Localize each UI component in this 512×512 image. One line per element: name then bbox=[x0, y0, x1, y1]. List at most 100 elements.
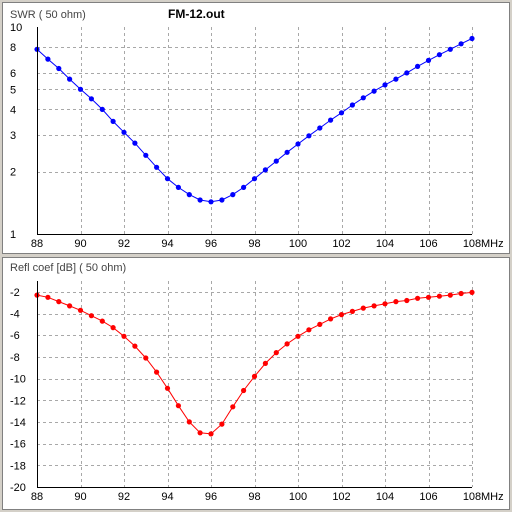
swr-axis-line bbox=[37, 27, 472, 235]
refl-data-point bbox=[360, 305, 366, 311]
swr-data-point bbox=[164, 176, 171, 182]
swr-x-tick-label: 106 bbox=[419, 238, 437, 250]
swr-x-unit-label: MHz bbox=[481, 238, 504, 250]
swr-x-tick-label: 96 bbox=[205, 238, 217, 250]
refl-data-point bbox=[110, 325, 116, 331]
refl-data-point bbox=[273, 350, 279, 356]
refl-axis-line bbox=[37, 281, 472, 488]
swr-data-point bbox=[154, 164, 160, 170]
refl-data-point bbox=[317, 321, 323, 327]
refl-data-point bbox=[447, 292, 453, 298]
swr-data-point bbox=[121, 129, 127, 135]
swr-data-point bbox=[306, 133, 312, 139]
refl-data-point bbox=[251, 373, 258, 379]
swr-data-point bbox=[241, 184, 247, 190]
refl-data-point bbox=[469, 289, 475, 295]
refl-data-point bbox=[458, 290, 464, 297]
refl-data-point bbox=[45, 294, 51, 300]
swr-x-tick-label: 90 bbox=[74, 238, 86, 250]
refl-chart-panel: Refl coef [dB] ( 50 ohm) 88 90 92 94 96 98 100… bbox=[2, 257, 510, 510]
swr-chart-panel: SWR ( 50 ohm) FM-12.out 88 90 92 94 96 98 100 1… bbox=[2, 2, 510, 254]
refl-data-point bbox=[67, 303, 73, 309]
swr-data-point bbox=[77, 86, 84, 92]
swr-data-point bbox=[349, 102, 355, 108]
swr-data-point bbox=[99, 106, 105, 112]
refl-data-point bbox=[132, 343, 138, 349]
refl-data-point bbox=[175, 403, 181, 409]
refl-x-tick-label: 106 bbox=[419, 491, 437, 503]
refl-y-tick-label: -10 bbox=[10, 374, 26, 386]
swr-data-point bbox=[371, 88, 377, 94]
swr-y-tick-label: 6 bbox=[10, 68, 16, 80]
refl-x-tick-label: 88 bbox=[31, 491, 43, 503]
refl-data-point bbox=[197, 430, 203, 436]
refl-data-point bbox=[349, 308, 355, 314]
swr-data-point bbox=[469, 35, 475, 42]
swr-data-point bbox=[458, 41, 464, 47]
refl-grid bbox=[37, 281, 473, 487]
swr-data-point bbox=[219, 197, 225, 203]
refl-data-point bbox=[425, 294, 432, 300]
swr-data-point bbox=[393, 76, 399, 82]
refl-data-point bbox=[99, 318, 105, 324]
swr-data-point bbox=[88, 96, 94, 102]
swr-y-tick-label: 1 bbox=[10, 229, 16, 241]
refl-data-point bbox=[404, 297, 410, 304]
refl-y-tick-label: -18 bbox=[10, 460, 26, 472]
swr-axes bbox=[37, 27, 472, 235]
refl-x-tick-label: 96 bbox=[205, 491, 217, 503]
refl-y-tick-label: -6 bbox=[10, 330, 20, 342]
refl-chart-title: Refl coef [dB] ( 50 ohm) bbox=[10, 262, 126, 274]
swr-y-tick-label: 5 bbox=[10, 84, 16, 96]
swr-x-tick-label: 102 bbox=[332, 238, 350, 250]
swr-data-point bbox=[273, 158, 279, 164]
swr-data-point bbox=[415, 63, 421, 69]
refl-y-tick-label: -20 bbox=[10, 482, 26, 494]
swr-data-point bbox=[425, 57, 432, 64]
swr-x-tick-label: 98 bbox=[248, 238, 260, 250]
refl-data-point bbox=[415, 295, 421, 301]
refl-x-tick-label: 100 bbox=[289, 491, 307, 503]
refl-x-tick-label: 90 bbox=[74, 491, 86, 503]
refl-data-point bbox=[393, 299, 399, 305]
swr-data-point bbox=[295, 141, 301, 147]
swr-data-point bbox=[186, 192, 192, 198]
refl-x-tick-label: 104 bbox=[376, 491, 394, 503]
swr-data-point bbox=[56, 65, 62, 72]
refl-data-point bbox=[371, 303, 377, 309]
refl-data-point bbox=[164, 385, 171, 391]
refl-series-points bbox=[34, 289, 475, 437]
swr-series-points bbox=[34, 35, 475, 205]
swr-y-tick-label: 8 bbox=[10, 42, 16, 54]
swr-y-tick-label: 3 bbox=[10, 130, 16, 142]
swr-chart-title: SWR ( 50 ohm) bbox=[10, 9, 86, 21]
swr-data-point bbox=[132, 140, 138, 146]
refl-y-tick-label: -14 bbox=[10, 417, 26, 429]
refl-data-point bbox=[328, 316, 334, 322]
swr-data-point bbox=[436, 52, 442, 58]
refl-y-tick-label: -12 bbox=[10, 395, 26, 407]
refl-data-point bbox=[230, 404, 236, 410]
refl-data-point bbox=[88, 313, 94, 319]
refl-data-point bbox=[262, 360, 268, 366]
swr-y-tick-label: 2 bbox=[10, 167, 16, 179]
refl-data-point bbox=[241, 387, 247, 394]
refl-data-point bbox=[306, 327, 312, 333]
refl-tick-labels: 88 90 92 94 96 98 100 102 104 106 108 -2 -4 -6 -8 -10 -1… bbox=[10, 287, 481, 503]
refl-data-point bbox=[295, 333, 301, 339]
swr-data-point bbox=[262, 167, 268, 173]
swr-x-tick-label: 88 bbox=[31, 238, 43, 250]
swr-x-tick-label: 100 bbox=[289, 238, 307, 250]
swr-data-point bbox=[382, 82, 388, 88]
refl-data-point bbox=[186, 419, 192, 425]
refl-data-point bbox=[77, 307, 84, 313]
swr-data-point bbox=[338, 110, 345, 116]
swr-data-point bbox=[251, 176, 258, 182]
swr-data-point bbox=[447, 46, 453, 52]
refl-data-point bbox=[284, 341, 290, 347]
refl-y-tick-label: -16 bbox=[10, 439, 26, 451]
swr-x-tick-label: 104 bbox=[376, 238, 394, 250]
swr-data-point bbox=[208, 199, 214, 205]
swr-data-point bbox=[175, 184, 181, 190]
